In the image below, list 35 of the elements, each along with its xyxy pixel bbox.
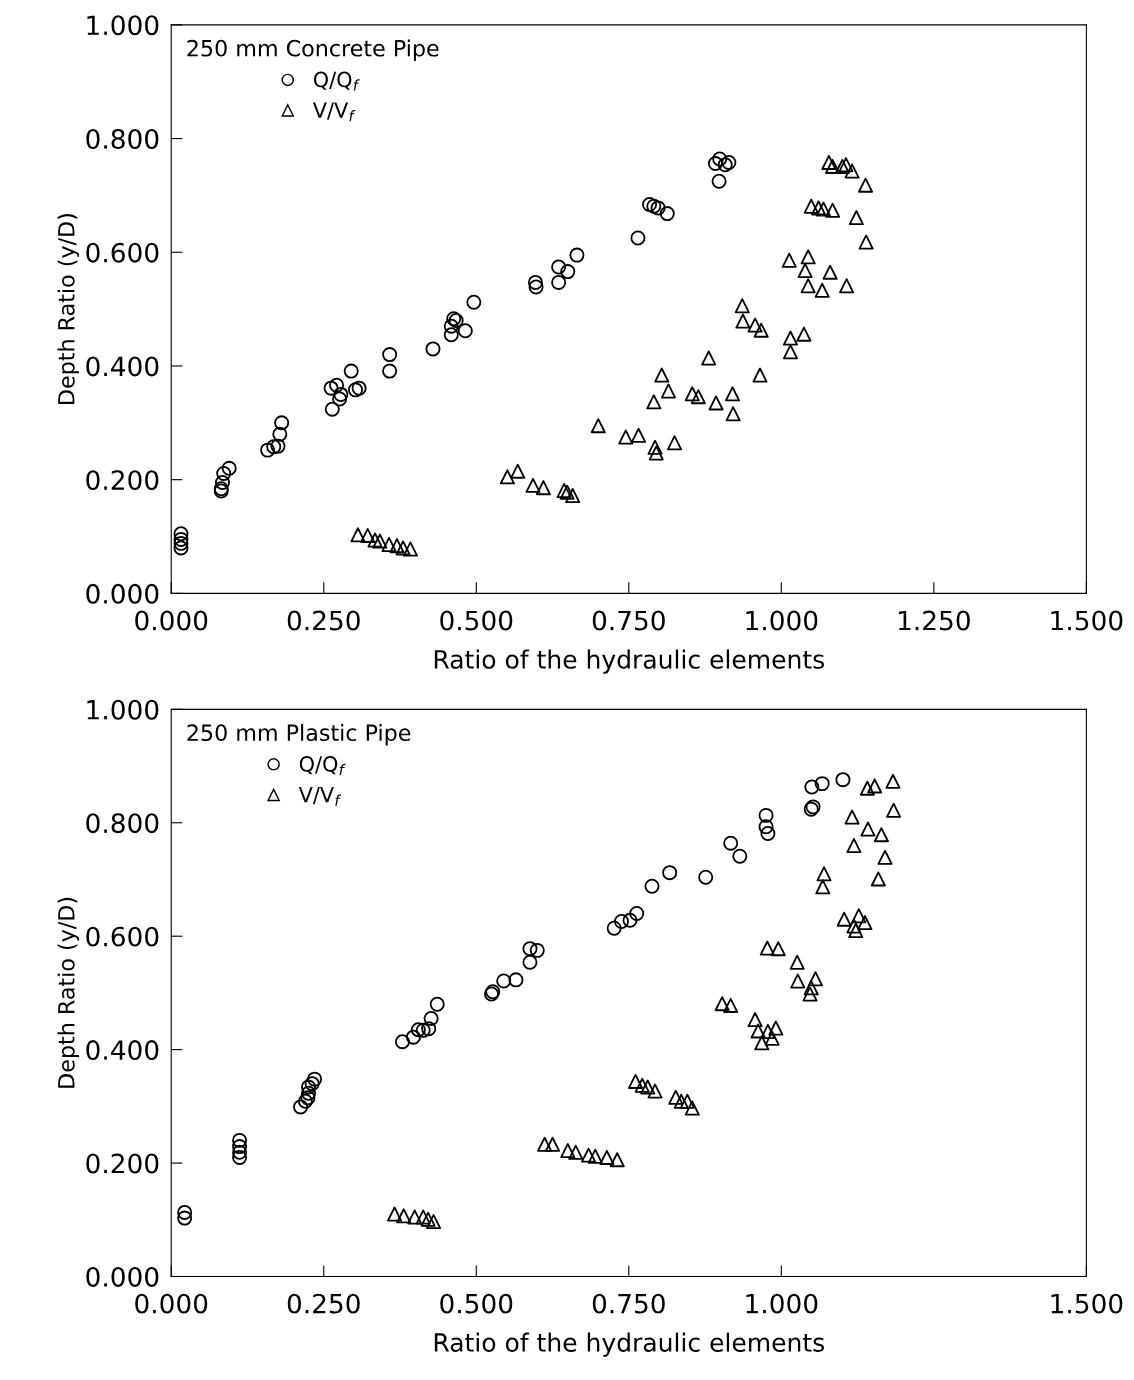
x-tick-label: 0.750 xyxy=(592,1293,665,1314)
y-axis-title: Depth Ratio (y/D) xyxy=(57,214,80,404)
legend-title: 250 mm Plastic Pipe xyxy=(187,723,411,746)
y-tick-label: 1.000 xyxy=(87,15,159,36)
y-tick-label: 0.600 xyxy=(86,242,159,263)
y-tick-label: 0.000 xyxy=(86,1266,159,1287)
x-axis-title: Ratio of the hydraulic elements xyxy=(434,649,824,674)
y-tick-label: 0.800 xyxy=(86,813,159,834)
legend-label: Q/Q$_{f}$ xyxy=(313,71,360,91)
legend-label: V/V$_{f}$ xyxy=(298,787,342,806)
y-tick-label: 1.000 xyxy=(87,699,159,720)
x-tick-label: 0.500 xyxy=(440,610,513,631)
y-tick-label: 0.000 xyxy=(86,583,159,604)
y-axis-title: Depth Ratio (y/D) xyxy=(57,897,80,1088)
x-tick-label: 0.000 xyxy=(135,610,208,631)
x-tick-label: 0.750 xyxy=(592,610,665,631)
legend-title: 250 mm Concrete Pipe xyxy=(187,39,439,61)
x-tick-label: 0.250 xyxy=(287,610,360,631)
x-tick-label: 0.250 xyxy=(287,1293,360,1314)
x-tick-label: 1.500 xyxy=(1051,1293,1123,1314)
x-axis-title: Ratio of the hydraulic elements xyxy=(434,1332,824,1357)
x-tick-label: 1.000 xyxy=(746,1293,818,1314)
x-tick-label: 1.250 xyxy=(898,610,970,631)
legend-label: Q/Q$_{f}$ xyxy=(299,756,346,775)
y-tick-label: 0.400 xyxy=(86,356,159,377)
x-tick-label: 0.500 xyxy=(440,1293,513,1314)
x-tick-label: 0.000 xyxy=(135,1293,208,1314)
y-tick-label: 0.400 xyxy=(86,1040,159,1061)
y-tick-label: 0.200 xyxy=(86,1153,159,1174)
x-tick-label: 1.000 xyxy=(746,610,818,631)
y-tick-label: 0.200 xyxy=(86,470,159,491)
legend-label: V/V$_{f}$ xyxy=(312,102,356,122)
x-tick-label: 1.500 xyxy=(1051,610,1123,631)
y-tick-label: 0.800 xyxy=(86,128,159,149)
y-tick-label: 0.600 xyxy=(86,926,159,947)
